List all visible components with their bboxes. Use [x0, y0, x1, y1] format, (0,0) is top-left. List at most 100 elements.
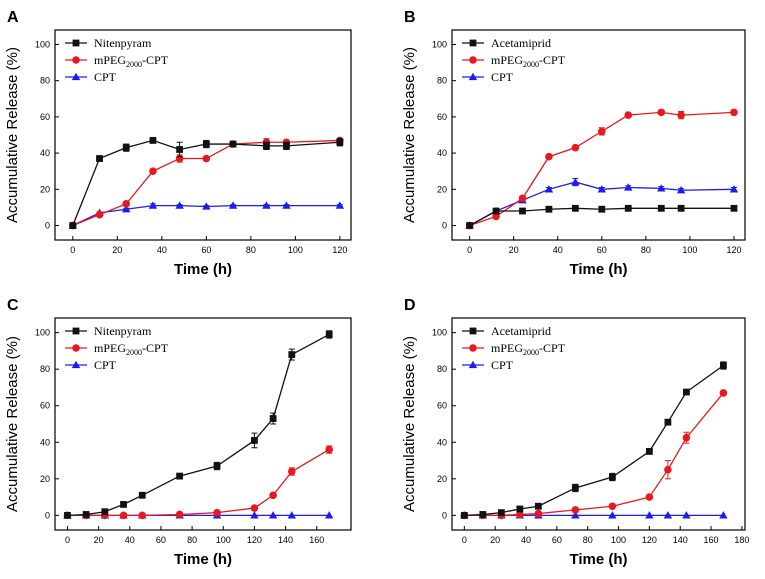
data-point [545, 152, 553, 161]
data-point [682, 511, 691, 519]
x-tick-label: 40 [553, 245, 563, 255]
panel-letter: D [404, 297, 416, 314]
chart-panel-b: B 0 20 40 60 80 100 120 0 20 40 60 80 100 Time (h) Accu… [401, 9, 746, 278]
series-cpt [68, 201, 345, 229]
y-axis-title: Accumulative Release (%) [401, 47, 418, 223]
data-point [202, 154, 211, 163]
plot-frame [451, 317, 746, 531]
x-tick-label: 80 [246, 245, 256, 255]
x-tick-label: 180 [734, 535, 749, 545]
data-point [288, 467, 296, 476]
y-tick-label: 80 [437, 364, 447, 374]
y-tick-label: 20 [437, 474, 447, 484]
legend-label: Acetamiprid [491, 324, 551, 338]
legend-marker [72, 56, 80, 64]
legend-marker [469, 344, 477, 352]
y-tick-label: 0 [45, 510, 50, 520]
y-tick-label: 40 [437, 148, 447, 158]
y-tick-label: 40 [40, 437, 50, 447]
data-point [497, 509, 505, 517]
data-point [202, 202, 211, 210]
data-point [213, 462, 221, 470]
x-tick-label: 100 [288, 245, 303, 255]
data-point [720, 362, 727, 369]
data-point [148, 201, 158, 209]
data-point [664, 418, 672, 426]
data-point [492, 212, 500, 221]
data-point [122, 199, 131, 208]
data-point [571, 484, 579, 492]
data-point [597, 185, 607, 193]
data-point [571, 506, 580, 514]
data-point [282, 201, 291, 209]
plot-frame [451, 29, 746, 241]
data-point [460, 511, 468, 519]
x-tick-label: 20 [94, 535, 104, 545]
legend-label: CPT [94, 358, 117, 372]
chart-panel-d: D 0 20 40 60 80 100 120 140 160 180 0 20 40 60 80 100 Tim… [401, 297, 749, 568]
legend-marker [72, 39, 80, 47]
data-point [545, 205, 553, 213]
data-point [730, 204, 738, 212]
x-tick-label: 80 [641, 245, 651, 255]
data-point [149, 167, 157, 176]
panel-letter: B [404, 9, 416, 26]
data-point [664, 465, 672, 474]
data-point [624, 204, 632, 212]
data-point [645, 511, 654, 519]
series-nitenpyram [64, 330, 333, 519]
x-tick-label: 20 [490, 535, 500, 545]
x-tick-label: 20 [112, 245, 122, 255]
x-tick-label: 120 [642, 535, 657, 545]
data-point [677, 204, 685, 212]
data-point [229, 140, 237, 148]
x-tick-label: 100 [216, 535, 231, 545]
x-tick-label: 100 [611, 535, 626, 545]
x-tick-label: 60 [201, 245, 211, 255]
data-point [657, 184, 666, 192]
plot-frame [54, 29, 352, 241]
data-point [213, 508, 221, 517]
series-line [72, 139, 340, 226]
series-mpeg2000-cpt [69, 136, 344, 230]
x-tick-label: 20 [509, 245, 519, 255]
y-tick-label: 20 [40, 184, 50, 194]
data-point [101, 508, 109, 516]
data-point [624, 183, 633, 191]
x-tick-label: 140 [278, 535, 293, 545]
y-tick-label: 40 [40, 148, 50, 158]
data-point [149, 137, 157, 144]
data-point [250, 504, 259, 512]
x-tick-label: 60 [552, 535, 562, 545]
x-axis-title: Time (h) [174, 551, 232, 568]
data-point [657, 108, 666, 117]
y-tick-label: 0 [442, 510, 447, 520]
series-line [72, 139, 340, 227]
x-tick-label: 80 [187, 535, 197, 545]
data-point [516, 505, 524, 513]
data-point [324, 511, 334, 519]
data-point [518, 194, 527, 203]
data-point [176, 146, 184, 153]
legend-label: mPEG2000-CPT [94, 53, 169, 69]
x-tick-label: 120 [247, 535, 262, 545]
x-tick-label: 0 [462, 535, 467, 545]
data-point [269, 415, 277, 422]
data-point [624, 111, 633, 119]
legend-marker [72, 344, 80, 352]
legend-marker [71, 72, 81, 81]
x-tick-label: 40 [125, 535, 135, 545]
data-point [519, 207, 526, 215]
y-tick-label: 80 [437, 76, 447, 86]
data-point [683, 388, 690, 396]
legend-marker [469, 327, 477, 335]
data-point [175, 510, 184, 519]
legend-marker [72, 327, 80, 335]
y-tick-label: 80 [40, 364, 50, 374]
plot-frame [54, 317, 352, 531]
data-point [64, 511, 71, 519]
x-axis-title: Time (h) [569, 261, 627, 278]
